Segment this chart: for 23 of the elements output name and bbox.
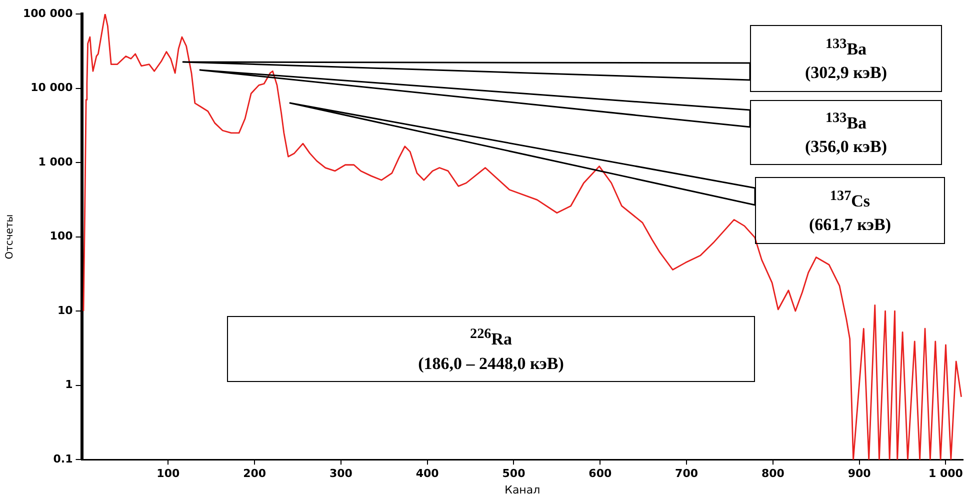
annotation: $^{137}$Cs (661,7 кэВ): [808, 186, 892, 236]
annotation: $^{133}$Ba (356,0 кэВ): [804, 108, 888, 158]
annotation: $^{133}$Ba (302,9 кэВ): [804, 34, 888, 84]
x-tick-label: 400: [416, 467, 440, 480]
x-tick-label: 900: [848, 467, 872, 480]
x-tick-label: 100: [156, 467, 180, 480]
annotation: $^{226}$Ra (186,0 – 2448,0 кэВ): [418, 325, 564, 375]
y-tick-label: 0.1: [53, 452, 73, 466]
x-tick-label: 600: [588, 467, 612, 480]
y-tick-label: 100: [50, 230, 74, 243]
x-tick-label: 500: [502, 467, 526, 480]
x-tick-label: 1 000: [928, 467, 964, 480]
y-tick-label: 10: [57, 304, 74, 317]
y-axis-title: Отсчеты: [4, 214, 16, 260]
y-tick-label: 1 000: [38, 155, 74, 168]
x-tick-label: 200: [243, 467, 266, 480]
x-tick-label: 800: [761, 467, 785, 480]
x-tick-label: 700: [675, 467, 698, 480]
y-tick-label: 10 000: [30, 81, 74, 94]
y-tick-label: 100 000: [22, 6, 74, 20]
x-axis-title: Канал: [504, 483, 540, 496]
x-tick-label: 300: [329, 467, 353, 480]
y-tick-label: 1: [65, 378, 73, 392]
